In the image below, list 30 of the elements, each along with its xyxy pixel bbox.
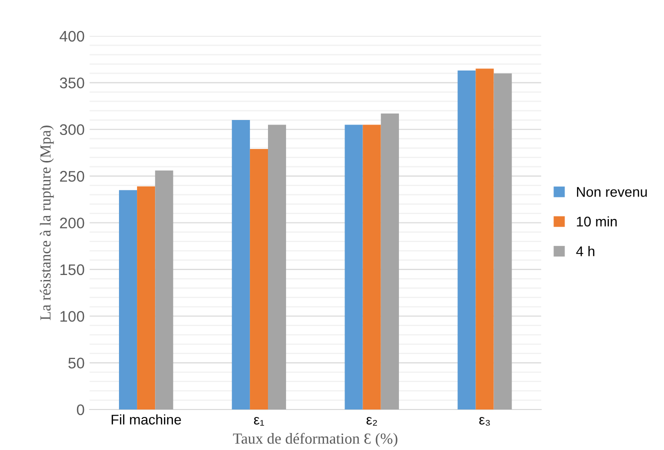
- bar: [344, 124, 363, 410]
- x-tick-label: ε₂: [366, 416, 377, 426]
- bar: [268, 124, 286, 410]
- y-tick-label: 50: [68, 358, 84, 368]
- legend-label: 10 min: [576, 216, 617, 227]
- y-tick-label: 150: [60, 264, 84, 276]
- y-tick-label: 0: [76, 404, 84, 416]
- legend-label: Non revenu: [577, 187, 647, 197]
- y-tick-label: 300: [60, 124, 84, 136]
- bar: [137, 186, 156, 410]
- bar: [362, 124, 381, 410]
- x-tick-label: ε₃: [479, 416, 490, 426]
- x-axis-title: Taux de déformation Ɛ (%): [233, 432, 398, 447]
- bar: [380, 114, 399, 410]
- bar: [118, 190, 138, 410]
- legend-label: 4 h: [576, 246, 594, 256]
- y-tick-label: 400: [60, 30, 84, 42]
- x-tick-label: Fil machine: [112, 414, 181, 425]
- bar: [232, 120, 250, 410]
- bar: [494, 73, 512, 410]
- y-tick-label: 200: [60, 218, 84, 228]
- y-axis-title: La résistance à la rupture (Mpa): [40, 126, 54, 320]
- y-tick-label: 100: [60, 310, 84, 322]
- bar: [476, 68, 494, 410]
- bar: [155, 170, 174, 410]
- y-tick-label: 350: [60, 78, 84, 88]
- bar: [458, 70, 476, 410]
- bar: [250, 148, 268, 410]
- y-tick-label: 250: [60, 170, 84, 182]
- x-tick-label: ε₁: [254, 416, 264, 426]
